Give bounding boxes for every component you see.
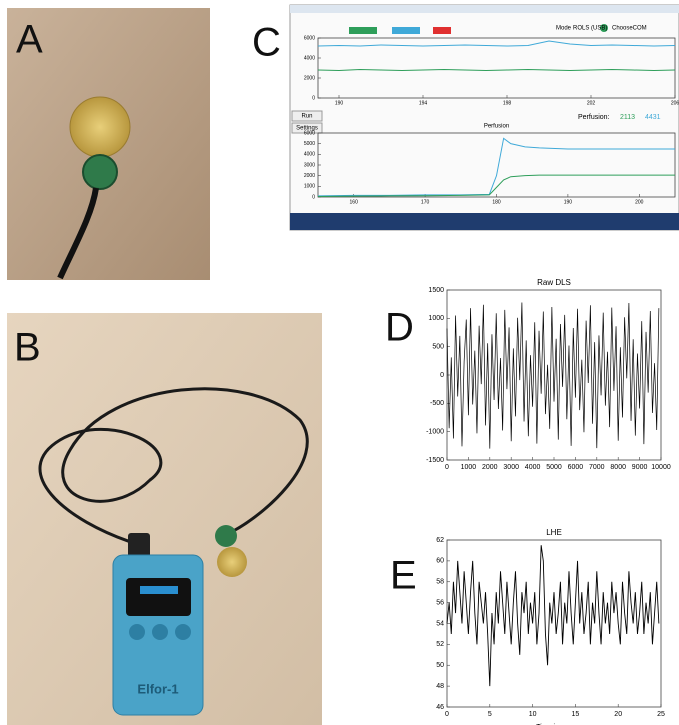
x-tick-label: 180 xyxy=(492,199,501,205)
y-tick-label: 1500 xyxy=(428,287,444,294)
x-tick-label: 190 xyxy=(335,100,344,106)
y-tick-label: 4000 xyxy=(304,152,315,158)
y-tick-label: 50 xyxy=(436,662,444,669)
series-line xyxy=(317,137,675,197)
x-tick-label: 170 xyxy=(421,199,430,205)
series-line xyxy=(446,545,660,687)
y-tick-label: 6000 xyxy=(304,35,315,41)
y-tick-label: 3000 xyxy=(304,162,315,168)
panel-label: E xyxy=(390,554,417,598)
panel-label: D xyxy=(385,306,414,350)
x-tick-label: 2000 xyxy=(482,464,498,471)
x-tick-label: 25 xyxy=(657,711,665,718)
x-tick-label: 5000 xyxy=(546,464,562,471)
x-tick-label: 5 xyxy=(488,711,492,718)
mode-value: ROLS (USB) xyxy=(573,26,607,32)
y-tick-label: -500 xyxy=(430,400,444,407)
x-tick-label: 0 xyxy=(445,464,449,471)
com-button[interactable]: ChooseCOM xyxy=(612,26,647,32)
button[interactable] xyxy=(291,110,323,122)
y-tick-label: 4000 xyxy=(304,55,315,61)
panel-label: C xyxy=(252,21,281,65)
x-tick-label: 4000 xyxy=(525,464,541,471)
x-axis-label: Time in sec xyxy=(536,724,572,725)
run-button[interactable]: Run xyxy=(301,114,312,120)
y-tick-label: 5000 xyxy=(304,141,315,147)
x-tick-label: 20 xyxy=(614,711,622,718)
x-tick-label: 160 xyxy=(350,199,359,205)
y-tick-label: 500 xyxy=(432,344,444,351)
series-line xyxy=(317,40,676,47)
plot-frame xyxy=(317,37,676,99)
x-tick-label: 194 xyxy=(419,100,428,106)
y-tick-label: 1000 xyxy=(304,184,315,190)
screenshot-c xyxy=(289,4,679,231)
panel-label: B xyxy=(14,326,41,370)
y-tick-label: 0 xyxy=(312,95,315,101)
x-tick-label: 10 xyxy=(529,711,537,718)
chart-title: Raw DLS xyxy=(537,278,571,287)
y-tick-label: 0 xyxy=(312,194,315,200)
y-tick-label: 62 xyxy=(436,537,444,544)
y-tick-label: -1000 xyxy=(426,429,444,436)
x-tick-label: 8000 xyxy=(610,464,626,471)
x-tick-label: 15 xyxy=(572,711,580,718)
y-tick-label: 54 xyxy=(436,620,444,627)
plot-frame xyxy=(446,539,662,708)
mode-label: Mode xyxy=(556,26,572,32)
y-tick-label: -1500 xyxy=(426,457,444,464)
panel-label: A xyxy=(16,18,43,62)
y-tick-label: 46 xyxy=(436,704,444,711)
y-tick-label: 2000 xyxy=(304,75,315,81)
device-label: Elfor-1 xyxy=(137,681,178,696)
chart-title: Perfusion xyxy=(484,124,509,130)
y-tick-label: 6000 xyxy=(304,130,315,136)
button[interactable] xyxy=(291,122,323,134)
series-line xyxy=(446,302,660,449)
photo-a xyxy=(7,8,210,280)
x-tick-label: 1000 xyxy=(461,464,477,471)
y-tick-label: 48 xyxy=(436,683,444,690)
y-tick-label: 52 xyxy=(436,641,444,648)
x-tick-label: 3000 xyxy=(503,464,519,471)
x-tick-label: 9000 xyxy=(632,464,648,471)
x-tick-label: 0 xyxy=(445,711,449,718)
perfusion-value: 4431 xyxy=(645,114,661,121)
x-tick-label: 206 xyxy=(671,100,679,106)
x-tick-label: 198 xyxy=(503,100,512,106)
y-tick-label: 1000 xyxy=(428,315,444,322)
x-tick-label: 202 xyxy=(587,100,596,106)
x-tick-label: 10000 xyxy=(651,464,671,471)
y-tick-label: 58 xyxy=(436,579,444,586)
y-tick-label: 60 xyxy=(436,558,444,565)
chart-title: LHE xyxy=(546,528,562,537)
y-tick-label: 56 xyxy=(436,599,444,606)
x-tick-label: 6000 xyxy=(568,464,584,471)
settings-button[interactable]: Settings xyxy=(296,126,318,132)
y-tick-label: 0 xyxy=(440,372,444,379)
series-line xyxy=(317,68,676,72)
photo-b xyxy=(7,313,322,725)
x-tick-label: 7000 xyxy=(589,464,605,471)
perfusion-value: 2113 xyxy=(620,114,635,121)
x-tick-label: 200 xyxy=(635,199,644,205)
y-tick-label: 2000 xyxy=(304,173,315,179)
perfusion-label: Perfusion: xyxy=(578,114,610,121)
x-tick-label: 190 xyxy=(564,199,573,205)
series-line xyxy=(317,174,675,197)
